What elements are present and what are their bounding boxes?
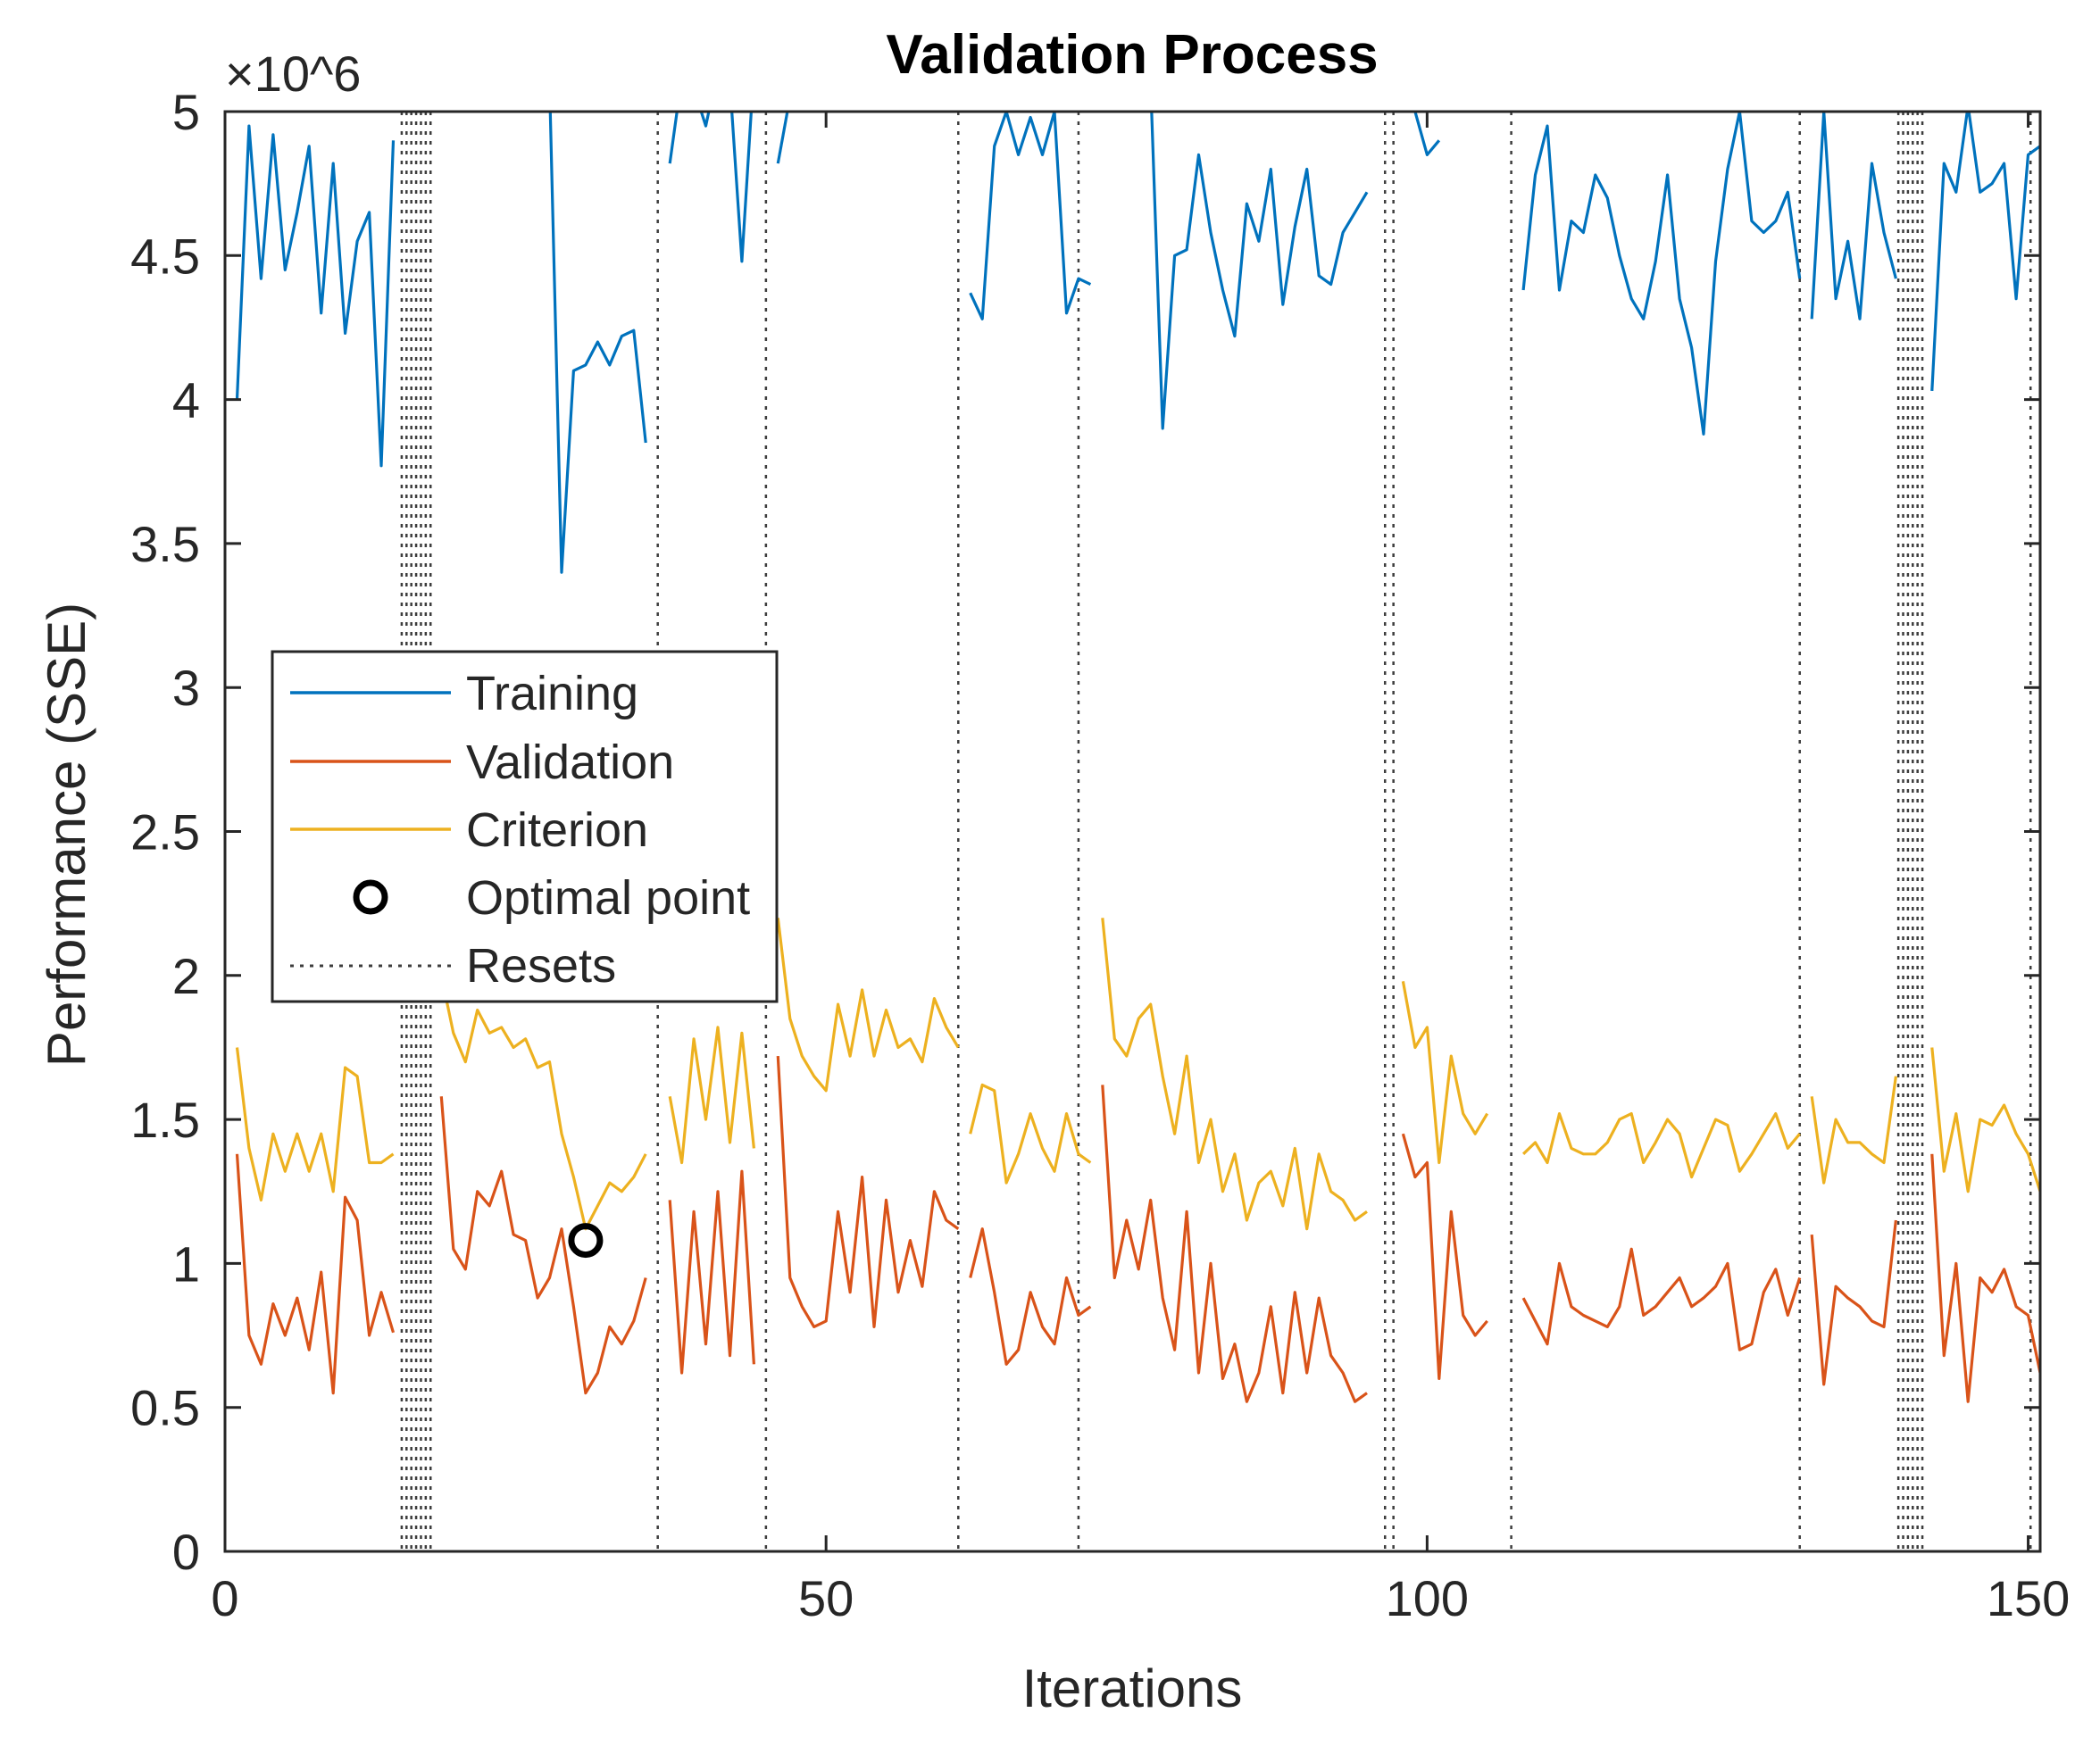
y-tick-label-9: 4.5 bbox=[130, 228, 200, 284]
training-line-segment-9 bbox=[1930, 112, 2040, 391]
criterion-line-segment-8 bbox=[1810, 1076, 1897, 1185]
training-line-segment-3 bbox=[776, 112, 789, 164]
legend-label-training: Training bbox=[466, 667, 638, 720]
validation-line-segment-5 bbox=[1101, 1085, 1368, 1403]
validation-line-segment-9 bbox=[1930, 1153, 2040, 1403]
criterion-line-segment-5 bbox=[1101, 918, 1368, 1231]
criterion-line-segment-9 bbox=[1930, 1047, 2040, 1193]
training-line-segment-0 bbox=[235, 124, 396, 468]
criterion-line-segment-7 bbox=[1521, 1111, 1801, 1179]
training-line-segment-2 bbox=[668, 112, 753, 263]
validation-line-segment-2 bbox=[668, 1169, 755, 1375]
chart-title: Validation Process bbox=[886, 24, 1378, 86]
criterion-line-segment-6 bbox=[1401, 981, 1489, 1165]
y-tick-label-1: 0.5 bbox=[130, 1380, 200, 1436]
marker-layer bbox=[568, 1223, 604, 1259]
y-tick-label-8: 4 bbox=[172, 372, 200, 428]
y-tick-label-7: 3.5 bbox=[130, 516, 200, 572]
x-tick-label-1: 50 bbox=[798, 1570, 854, 1626]
legend-label-resets: Resets bbox=[466, 939, 616, 993]
x-tick-label-0: 0 bbox=[211, 1570, 238, 1626]
training-line-segment-1 bbox=[548, 112, 647, 574]
y-tick-label-6: 3 bbox=[172, 660, 200, 716]
validation-line-segment-4 bbox=[969, 1227, 1092, 1366]
x-axis-label: Iterations bbox=[1022, 1659, 1243, 1718]
axes-layer: 0 50 100 150 0 0.5 1 1.5 2 2.5 3 3.5 4 4.5 5 bbox=[130, 84, 2070, 1626]
y-tick-label-5: 2.5 bbox=[130, 804, 200, 861]
y-tick-label-0: 0 bbox=[172, 1524, 200, 1580]
y-axis-label: Performance (SSE) bbox=[37, 603, 96, 1067]
y-tick-label-2: 1 bbox=[172, 1235, 200, 1292]
training-line-segment-4 bbox=[969, 112, 1092, 320]
training-line-segment-5 bbox=[1150, 112, 1369, 430]
x-tick-label-2: 100 bbox=[1386, 1570, 1469, 1626]
y-tick-label-10: 5 bbox=[172, 84, 200, 140]
criterion-line-segment-2 bbox=[668, 1026, 755, 1165]
legend-label-validation: Validation bbox=[466, 736, 674, 789]
legend-optimal-point-marker bbox=[353, 879, 388, 915]
legend-box bbox=[271, 650, 779, 1003]
legend: Training Validation Criterion Optimal po… bbox=[271, 650, 779, 1003]
criterion-line-segment-4 bbox=[969, 1083, 1092, 1185]
y-axis-exponent: ×10^6 bbox=[225, 46, 361, 102]
training-line-segment-7 bbox=[1521, 112, 1802, 436]
validation-line-segment-6 bbox=[1401, 1133, 1488, 1381]
validation-line-segment-3 bbox=[776, 1056, 960, 1329]
validation-line-segment-8 bbox=[1810, 1219, 1897, 1386]
legend-label-optimal-point: Optimal point bbox=[466, 871, 750, 925]
validation-line-segment-1 bbox=[439, 1096, 647, 1395]
series-layer bbox=[235, 112, 2040, 1403]
x-tick-label-3: 150 bbox=[1987, 1570, 2070, 1626]
validation-line-segment-0 bbox=[235, 1153, 396, 1395]
y-tick-label-3: 1.5 bbox=[130, 1092, 200, 1148]
optimal-point-marker bbox=[568, 1223, 604, 1259]
criterion-line-segment-3 bbox=[776, 918, 960, 1093]
training-line-segment-8 bbox=[1810, 112, 1897, 320]
validation-line-segment-7 bbox=[1521, 1247, 1802, 1351]
criterion-line-segment-0 bbox=[235, 1047, 395, 1202]
legend-label-criterion: Criterion bbox=[466, 803, 648, 857]
training-line-segment-6 bbox=[1413, 112, 1441, 156]
y-tick-label-4: 2 bbox=[172, 948, 200, 1004]
criterion-line-segment-1 bbox=[439, 975, 647, 1231]
